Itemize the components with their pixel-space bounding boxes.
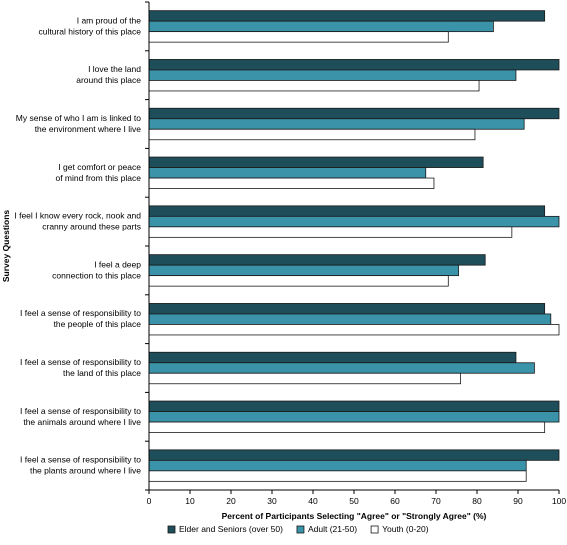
bar-6-2 [148,264,459,277]
bar-3-1 [148,107,560,120]
bar-1-3 [148,31,449,43]
x-tick-label-10: 10 [185,496,195,506]
category-label-5: I feel I know every rock, nook and cranny… [14,211,141,232]
legend-label-3: Youth (0-20) [382,524,429,534]
bar-3-3 [148,128,476,141]
bar-7-3 [148,324,560,336]
bar-4-3 [148,177,435,189]
bar-1-2 [148,20,494,33]
x-tick-label-80: 80 [472,496,482,506]
x-tick-label-90: 90 [513,496,523,506]
bar-2-3 [148,80,480,92]
bar-9-2 [148,411,560,423]
y-axis-title: Survey Questions [1,210,11,283]
category-label-2: I love the land around this place [76,64,141,85]
bar-10-3 [148,470,527,482]
x-tick-label-30: 30 [267,496,277,506]
bar-4-1 [148,156,484,168]
bar-2-2 [148,69,517,81]
category-label-4: I get comfort or peace of mind from this … [55,162,141,183]
bar-5-2 [148,215,560,228]
bar-7-2 [148,313,552,325]
bar-9-1 [148,400,560,412]
bars-layer [148,10,560,482]
legend-swatch-1 [167,525,176,534]
category-label-6: I feel a deep connection to this place [52,259,141,280]
bar-10-1 [148,449,560,461]
legend-label-1: Elder and Seniors (over 50) [179,524,283,534]
x-tick-label-50: 50 [349,496,359,506]
legend-label-2: Adult (21-50) [308,524,357,534]
legend-swatch-3 [370,525,379,534]
category-label-1: I am proud of the cultural history of thi… [38,15,141,36]
x-tick-label-0: 0 [147,496,152,506]
bar-10-2 [148,459,527,472]
x-axis-title: Percent of Participants Selecting "Agree… [222,511,487,521]
bar-7-1 [148,303,546,315]
bar-6-1 [148,254,486,266]
legend-swatch-2 [296,525,305,534]
category-label-3: My sense of who I am is linked to the env… [16,113,141,134]
category-label-8: I feel a sense of responsibility to the l… [20,357,141,378]
category-label-10: I feel a sense of responsibility to the p… [20,455,141,476]
category-labels: I am proud of the cultural history of thi… [14,15,141,475]
bar-8-1 [148,351,517,364]
bar-5-1 [148,205,546,217]
bar-3-2 [148,118,525,130]
legend: Elder and Seniors (over 50) Adult (21-50)… [167,524,429,534]
x-tick-label-70: 70 [431,496,441,506]
x-tick-label-100: 100 [552,496,566,506]
category-label-7: I feel a sense of responsibility to the p… [20,308,141,329]
axes: 0 10 20 30 40 50 60 70 80 90 100 [145,1,566,506]
x-tick-label-60: 60 [390,496,400,506]
x-tick-label-40: 40 [308,496,318,506]
bar-8-2 [148,362,535,374]
bar-9-3 [148,421,546,433]
bar-1-1 [148,10,546,22]
bar-2-1 [148,59,560,71]
bar-4-2 [148,167,427,179]
bar-5-3 [148,226,513,238]
x-tick-label-20: 20 [226,496,236,506]
bar-6-3 [148,275,449,287]
bar-8-3 [148,372,462,385]
category-label-9: I feel a sense of responsibility to the a… [20,406,141,427]
